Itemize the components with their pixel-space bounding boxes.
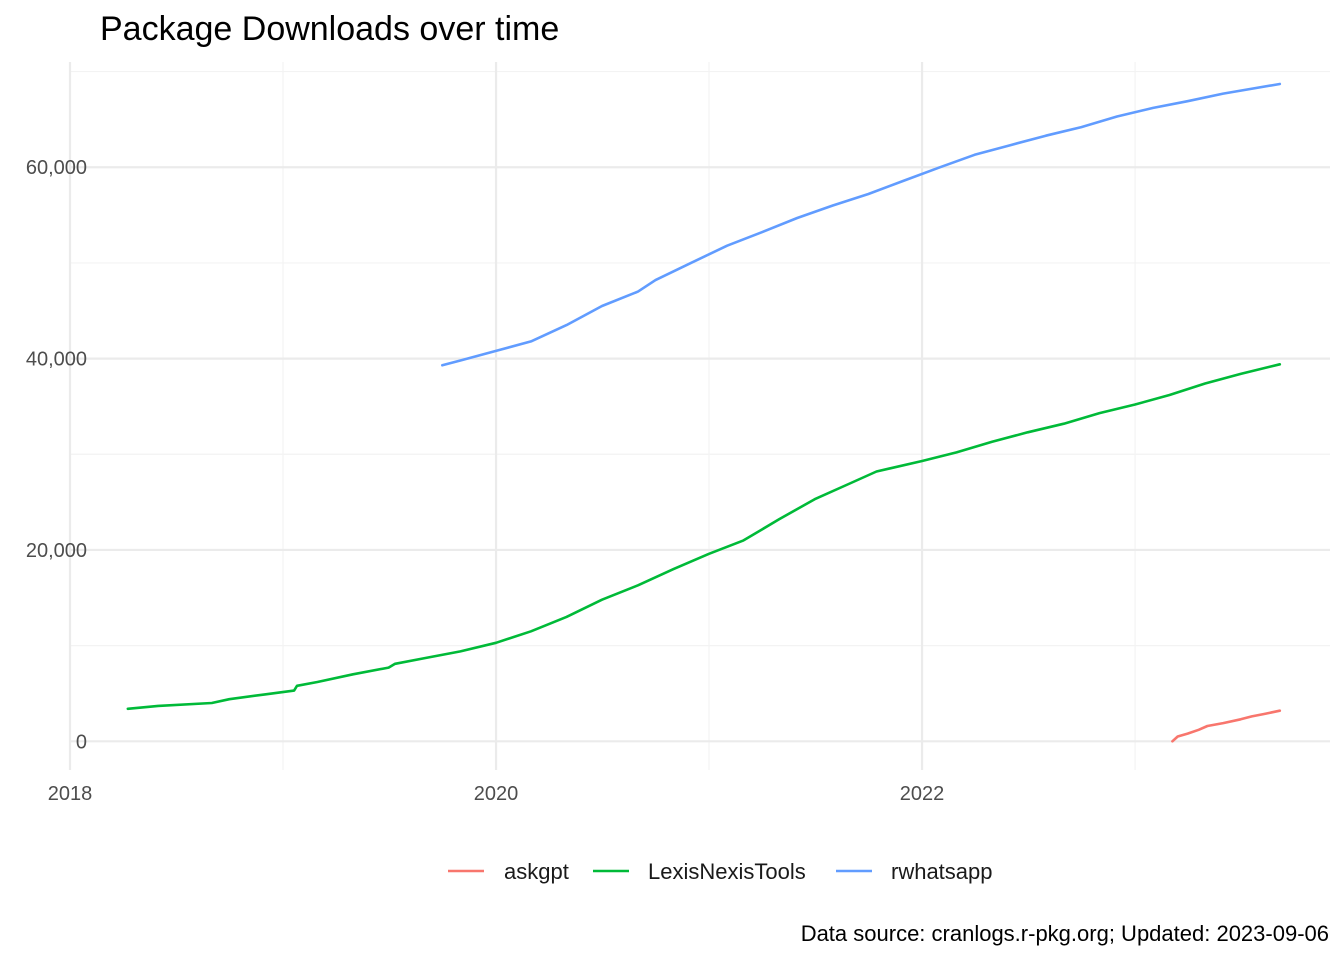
legend-label-askgpt: askgpt	[504, 859, 569, 884]
y-tick-label: 0	[76, 731, 87, 753]
x-tick-label: 2022	[900, 783, 945, 805]
x-tick-label: 2018	[48, 783, 93, 805]
legend-label-lexisnexistools: LexisNexisTools	[648, 859, 806, 884]
legend: askgpt LexisNexisTools rwhatsapp	[448, 859, 993, 884]
series-lines	[126, 82, 1282, 743]
series-line-askgpt	[1171, 709, 1282, 743]
chart-caption: Data source: cranlogs.r-pkg.org; Updated…	[801, 921, 1329, 946]
y-tick-label: 60,000	[26, 157, 87, 179]
minor-gridlines	[70, 62, 1330, 770]
y-tick-label: 20,000	[26, 540, 87, 562]
y-axis-tick-labels: 0 20,000 40,000 60,000	[26, 157, 87, 753]
chart-title: Package Downloads over time	[100, 10, 559, 48]
x-axis-tick-labels: 2018 2020 2022	[48, 783, 945, 805]
series-line-lexisnexistools	[126, 362, 1282, 711]
x-tick-label: 2020	[474, 783, 519, 805]
series-line-rwhatsapp	[440, 82, 1282, 367]
legend-label-rwhatsapp: rwhatsapp	[891, 859, 993, 884]
major-gridlines	[68, 62, 1330, 770]
y-tick-label: 40,000	[26, 349, 87, 371]
